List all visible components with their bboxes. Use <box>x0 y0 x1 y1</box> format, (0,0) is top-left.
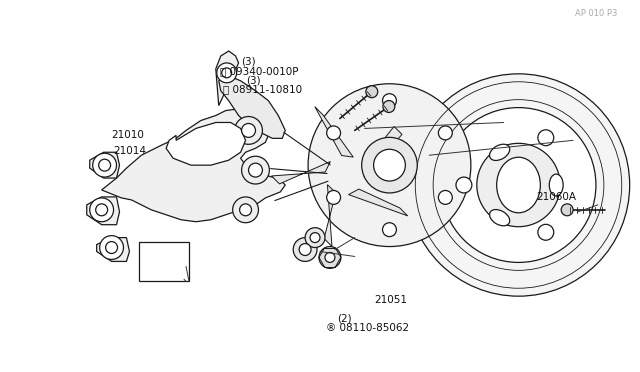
Text: 21051: 21051 <box>374 295 407 305</box>
Circle shape <box>477 143 560 227</box>
Circle shape <box>456 177 472 193</box>
Text: (3): (3) <box>241 57 256 67</box>
Text: ⓝ 08911-10810: ⓝ 08911-10810 <box>223 84 303 94</box>
Circle shape <box>383 100 395 112</box>
Circle shape <box>241 124 255 137</box>
Circle shape <box>441 108 596 262</box>
Ellipse shape <box>549 174 563 196</box>
Ellipse shape <box>490 144 509 160</box>
Text: (2): (2) <box>337 313 352 323</box>
Polygon shape <box>87 197 120 225</box>
Ellipse shape <box>497 157 540 213</box>
Bar <box>140 241 189 281</box>
Circle shape <box>325 253 335 262</box>
Circle shape <box>438 190 452 204</box>
Text: ® 08110-85062: ® 08110-85062 <box>326 323 410 333</box>
Circle shape <box>366 86 378 98</box>
Polygon shape <box>166 122 246 165</box>
Text: ⓜ 09340-0010P: ⓜ 09340-0010P <box>220 66 298 76</box>
Circle shape <box>374 149 405 181</box>
Ellipse shape <box>490 209 509 226</box>
Circle shape <box>299 244 311 256</box>
Text: (3): (3) <box>246 75 260 85</box>
Polygon shape <box>362 126 402 177</box>
Circle shape <box>438 126 452 140</box>
Polygon shape <box>90 152 120 178</box>
Polygon shape <box>216 51 239 106</box>
Circle shape <box>407 74 630 296</box>
Polygon shape <box>349 189 408 216</box>
Circle shape <box>319 247 341 268</box>
Circle shape <box>538 130 554 146</box>
Circle shape <box>305 228 325 247</box>
Circle shape <box>326 126 340 140</box>
Text: AP 010 P3: AP 010 P3 <box>575 9 618 18</box>
Text: 21010: 21010 <box>111 131 145 140</box>
Circle shape <box>561 204 573 216</box>
Circle shape <box>233 197 259 223</box>
Text: 21060A: 21060A <box>536 192 576 202</box>
Circle shape <box>383 94 396 108</box>
Polygon shape <box>315 107 353 157</box>
Circle shape <box>362 137 417 193</box>
Polygon shape <box>271 161 330 184</box>
Circle shape <box>90 198 113 222</box>
Circle shape <box>217 63 237 83</box>
Polygon shape <box>102 109 285 222</box>
Circle shape <box>538 224 554 240</box>
Polygon shape <box>219 76 285 138</box>
Circle shape <box>326 190 340 204</box>
Circle shape <box>235 116 262 144</box>
Circle shape <box>308 84 471 247</box>
Text: 21014: 21014 <box>113 146 147 156</box>
Circle shape <box>383 223 396 237</box>
Circle shape <box>310 232 320 243</box>
Polygon shape <box>97 238 129 262</box>
Circle shape <box>239 204 252 216</box>
Circle shape <box>100 235 124 259</box>
Circle shape <box>241 156 269 184</box>
Polygon shape <box>324 185 336 247</box>
Circle shape <box>93 153 116 177</box>
Circle shape <box>248 163 262 177</box>
Circle shape <box>293 238 317 262</box>
